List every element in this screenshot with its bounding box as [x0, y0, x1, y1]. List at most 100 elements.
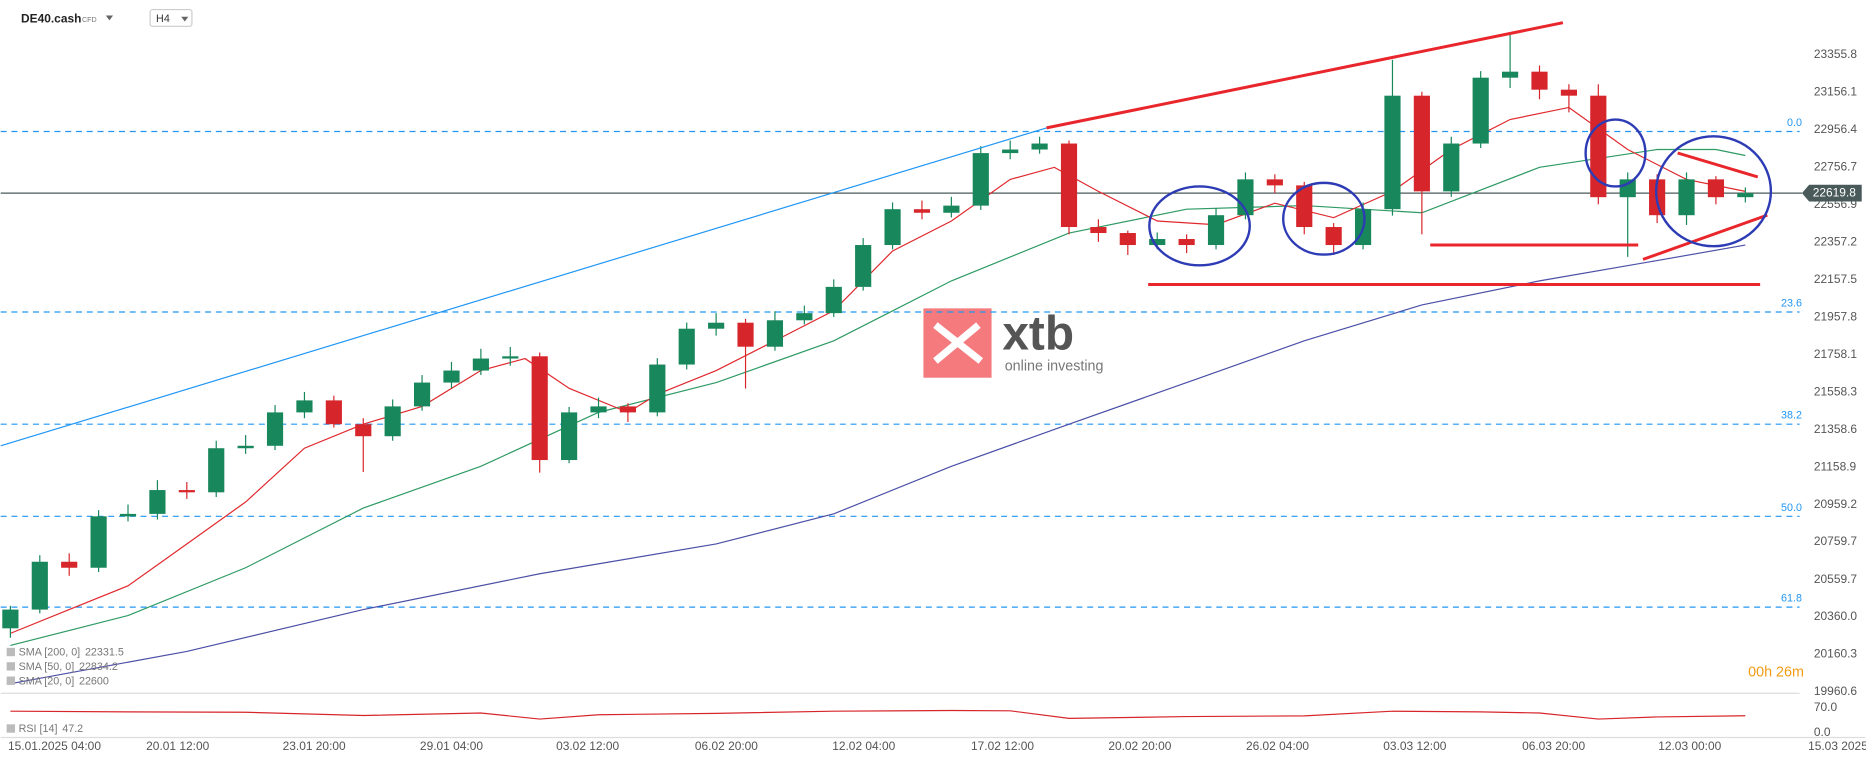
candle-body: [972, 153, 989, 206]
instrument-type: CFD: [82, 16, 97, 24]
x-tick-label: 17.02 12:00: [971, 739, 1034, 753]
y-tick-label: 20759.7: [1814, 534, 1858, 548]
last-price-box: [1801, 184, 1862, 202]
x-tick-label: 06.03 20:00: [1522, 739, 1585, 753]
symbol[interactable]: DE40.cash: [21, 11, 81, 25]
candle-body: [1090, 227, 1107, 234]
dropdown-arrow[interactable]: [105, 15, 114, 21]
candle-body: [1266, 179, 1283, 186]
candle-body: [1237, 179, 1254, 216]
level-label: 38.2: [1781, 410, 1802, 422]
ellipse[interactable]: [1654, 135, 1773, 248]
y-tick-label: 23156.1: [1814, 85, 1858, 99]
candle-body: [208, 448, 225, 493]
ellipse[interactable]: [1282, 181, 1366, 256]
logo: xtb online investing: [923, 308, 1104, 378]
candle-body: [855, 245, 872, 287]
y-tick-label: 22956.4: [1814, 122, 1858, 136]
candle-body: [1737, 193, 1754, 198]
trend-line[interactable]: [0, 127, 1047, 447]
candle-body: [1178, 239, 1195, 246]
x-tick-label: 20.01 12:00: [146, 739, 209, 753]
legend-icon: [6, 647, 16, 657]
candle-body: [237, 445, 254, 449]
candle-body: [90, 516, 107, 568]
candle-body: [1707, 179, 1725, 198]
candle-body: [384, 406, 401, 437]
candle-body: [325, 400, 342, 425]
x-tick-label: 12.02 04:00: [832, 739, 895, 753]
candle-body: [472, 358, 489, 371]
timeframe[interactable]: H4: [156, 13, 170, 25]
candle-body: [1413, 95, 1430, 192]
legend-value: 22600: [79, 675, 109, 687]
legend-icon: [6, 724, 16, 733]
x-tick-label: 23.01 20:00: [283, 739, 346, 753]
legend-name: SMA [50, 0]: [19, 661, 75, 673]
logo-tagline: online investing: [1005, 359, 1104, 375]
candle-body: [119, 513, 137, 517]
y-tick-label: 21158.9: [1814, 459, 1857, 473]
dropdown-arrow[interactable]: [181, 16, 189, 22]
candle-body: [1296, 185, 1313, 228]
level-label: 23.6: [1781, 297, 1802, 309]
triangle-line[interactable]: [1677, 151, 1759, 179]
legend-entry: RSI [14] 47.2: [19, 723, 84, 735]
y-tick-label: 21558.3: [1814, 384, 1858, 398]
candle-body: [561, 412, 578, 461]
x-tick-label: 15.03 2025: [1808, 739, 1866, 753]
candle-body: [796, 313, 813, 321]
candle-body: [1472, 77, 1489, 144]
ellipse[interactable]: [1584, 118, 1647, 188]
candle-body: [355, 424, 372, 437]
last-price-label: 22619.8: [1813, 185, 1857, 199]
y-tick-label: 22756.7: [1814, 160, 1858, 174]
y-tick-label: 19960.6: [1814, 684, 1858, 698]
candle-body: [178, 490, 195, 493]
trend-line[interactable]: [1046, 21, 1564, 130]
logo-brand: xtb: [1002, 308, 1074, 361]
candle-body: [1678, 179, 1695, 216]
candle-body: [649, 364, 666, 413]
rsi-tick-label: 70.0: [1814, 700, 1838, 714]
legend-value: 47.2: [62, 723, 83, 735]
legend-icon: [6, 662, 16, 671]
candle-body: [1443, 143, 1460, 192]
candle-body: [590, 406, 607, 413]
y-tick-label: 20360.0: [1814, 609, 1858, 623]
rsi-tick-label: 0.0: [1814, 725, 1831, 739]
x-tick-label: 29.01 04:00: [420, 739, 483, 753]
legend-name: RSI [14]: [19, 723, 58, 735]
candle-body: [1619, 179, 1636, 198]
level-label: 50.0: [1781, 502, 1802, 514]
logo-x: [933, 322, 984, 364]
legend-entry: SMA [50, 0] 22834.2: [19, 661, 118, 673]
candle-body: [149, 490, 166, 514]
level-label: 0.0: [1787, 117, 1802, 129]
x-tick-label: 12.03 00:00: [1658, 739, 1721, 753]
x-tick-label: 03.02 12:00: [556, 739, 619, 753]
timeframe-box[interactable]: [149, 8, 193, 27]
legend-value: 22331.5: [85, 646, 124, 658]
legend-entry: SMA [200, 0] 22331.5: [19, 646, 124, 658]
legend-name: SMA [200, 0]: [19, 646, 81, 658]
x-tick-label: 20.02 20:00: [1108, 739, 1171, 753]
y-tick-label: 23355.8: [1814, 47, 1858, 61]
ellipse[interactable]: [1148, 185, 1251, 267]
drawings: [0, 21, 1773, 447]
candle-body: [1002, 149, 1019, 154]
y-tick-label: 22357.2: [1814, 235, 1858, 249]
candle-body: [708, 322, 725, 329]
candle-body: [2, 609, 19, 629]
candle-body: [943, 205, 960, 213]
candle-body: [31, 561, 48, 610]
candle-body: [1502, 71, 1519, 78]
candle-body: [1560, 89, 1577, 96]
candle-body: [296, 400, 313, 413]
header: DE40.cash CFD H4: [21, 8, 193, 27]
countdown: 00h 26m: [1748, 665, 1804, 681]
candle-body: [678, 328, 695, 365]
triangle-line[interactable]: [1642, 213, 1768, 261]
